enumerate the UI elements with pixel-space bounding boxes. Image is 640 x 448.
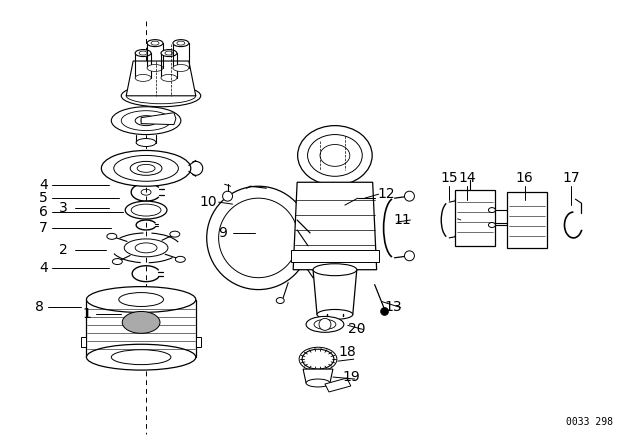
Text: 19: 19 xyxy=(343,370,361,384)
Ellipse shape xyxy=(313,264,356,276)
Ellipse shape xyxy=(111,107,181,134)
Polygon shape xyxy=(455,190,495,246)
Ellipse shape xyxy=(135,50,151,56)
Circle shape xyxy=(319,319,331,330)
Ellipse shape xyxy=(170,231,180,237)
Text: 20: 20 xyxy=(348,323,365,336)
Ellipse shape xyxy=(276,297,284,303)
Ellipse shape xyxy=(86,287,196,312)
Ellipse shape xyxy=(136,138,156,146)
Ellipse shape xyxy=(119,293,163,306)
Circle shape xyxy=(219,198,298,278)
Polygon shape xyxy=(313,270,356,314)
Ellipse shape xyxy=(141,118,151,124)
Text: 0033 298: 0033 298 xyxy=(566,417,613,427)
Ellipse shape xyxy=(114,155,179,181)
Text: 5: 5 xyxy=(39,191,48,205)
Ellipse shape xyxy=(124,239,168,257)
Circle shape xyxy=(455,196,463,204)
Polygon shape xyxy=(86,300,196,357)
Circle shape xyxy=(381,307,388,315)
Ellipse shape xyxy=(139,51,147,55)
Ellipse shape xyxy=(306,316,344,332)
Ellipse shape xyxy=(86,344,196,370)
Ellipse shape xyxy=(131,204,161,216)
Text: 3: 3 xyxy=(60,201,68,215)
Ellipse shape xyxy=(101,151,191,186)
Text: 12: 12 xyxy=(378,187,396,201)
Polygon shape xyxy=(141,113,176,125)
Text: 14: 14 xyxy=(458,171,476,185)
Ellipse shape xyxy=(306,379,330,387)
Ellipse shape xyxy=(177,41,185,45)
Text: 10: 10 xyxy=(200,195,218,209)
Ellipse shape xyxy=(135,243,157,253)
Ellipse shape xyxy=(302,349,334,369)
Ellipse shape xyxy=(130,161,162,175)
Ellipse shape xyxy=(509,220,516,225)
Text: 13: 13 xyxy=(385,301,403,314)
Ellipse shape xyxy=(173,65,189,71)
Ellipse shape xyxy=(308,134,362,177)
Polygon shape xyxy=(325,378,351,392)
Text: 6: 6 xyxy=(39,205,48,219)
Polygon shape xyxy=(81,337,86,347)
Text: 8: 8 xyxy=(35,301,44,314)
Circle shape xyxy=(404,251,415,261)
Ellipse shape xyxy=(151,41,159,45)
Text: 7: 7 xyxy=(39,221,48,235)
Ellipse shape xyxy=(147,65,163,71)
Circle shape xyxy=(455,232,463,240)
Circle shape xyxy=(223,191,232,201)
Ellipse shape xyxy=(173,40,189,47)
Text: 15: 15 xyxy=(440,171,458,185)
Ellipse shape xyxy=(107,233,116,239)
Ellipse shape xyxy=(161,50,177,56)
Polygon shape xyxy=(303,369,333,383)
Polygon shape xyxy=(293,182,377,270)
Circle shape xyxy=(404,191,415,201)
Text: 4: 4 xyxy=(39,261,48,275)
Ellipse shape xyxy=(165,51,173,55)
Ellipse shape xyxy=(298,125,372,185)
Ellipse shape xyxy=(121,111,171,130)
Polygon shape xyxy=(126,61,196,96)
Polygon shape xyxy=(196,337,201,347)
Circle shape xyxy=(207,186,310,289)
Text: 9: 9 xyxy=(218,226,227,240)
Ellipse shape xyxy=(147,40,163,47)
Text: 18: 18 xyxy=(338,345,356,359)
Ellipse shape xyxy=(111,350,171,365)
Ellipse shape xyxy=(135,74,151,82)
Ellipse shape xyxy=(113,258,122,264)
Ellipse shape xyxy=(126,88,196,104)
Ellipse shape xyxy=(314,319,336,329)
Ellipse shape xyxy=(122,311,160,333)
Ellipse shape xyxy=(317,310,353,319)
Ellipse shape xyxy=(488,223,495,228)
Ellipse shape xyxy=(135,116,157,125)
Ellipse shape xyxy=(137,164,155,172)
Ellipse shape xyxy=(320,145,350,166)
Text: 16: 16 xyxy=(516,171,534,185)
Text: 4: 4 xyxy=(39,178,48,192)
Ellipse shape xyxy=(121,85,201,107)
Text: 2: 2 xyxy=(60,243,68,257)
Polygon shape xyxy=(291,250,379,262)
Ellipse shape xyxy=(488,207,495,212)
Polygon shape xyxy=(507,192,547,248)
Text: 1: 1 xyxy=(82,307,91,321)
Text: 11: 11 xyxy=(394,213,412,227)
Ellipse shape xyxy=(175,256,186,263)
Ellipse shape xyxy=(161,74,177,82)
Ellipse shape xyxy=(125,201,167,219)
Text: 17: 17 xyxy=(563,171,580,185)
